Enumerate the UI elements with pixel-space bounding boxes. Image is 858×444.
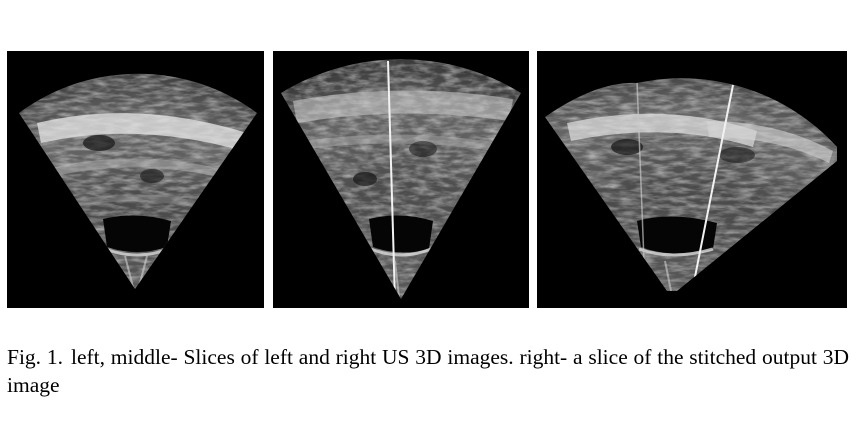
ultrasound-slice-right xyxy=(537,51,847,308)
ultrasound-slice-left-image xyxy=(19,73,257,289)
ultrasound-slice-middle xyxy=(273,51,529,308)
figure-caption: Fig. 1. left, middle- Slices of left and … xyxy=(7,343,849,399)
ultrasound-slice-left xyxy=(7,51,264,308)
figure-label: Fig. 1. xyxy=(7,345,63,369)
ultrasound-slice-right-image xyxy=(545,78,837,291)
ultrasound-slice-middle-image xyxy=(281,59,521,299)
figure xyxy=(7,51,847,308)
figure-caption-text: left, middle- Slices of left and right U… xyxy=(7,345,849,397)
